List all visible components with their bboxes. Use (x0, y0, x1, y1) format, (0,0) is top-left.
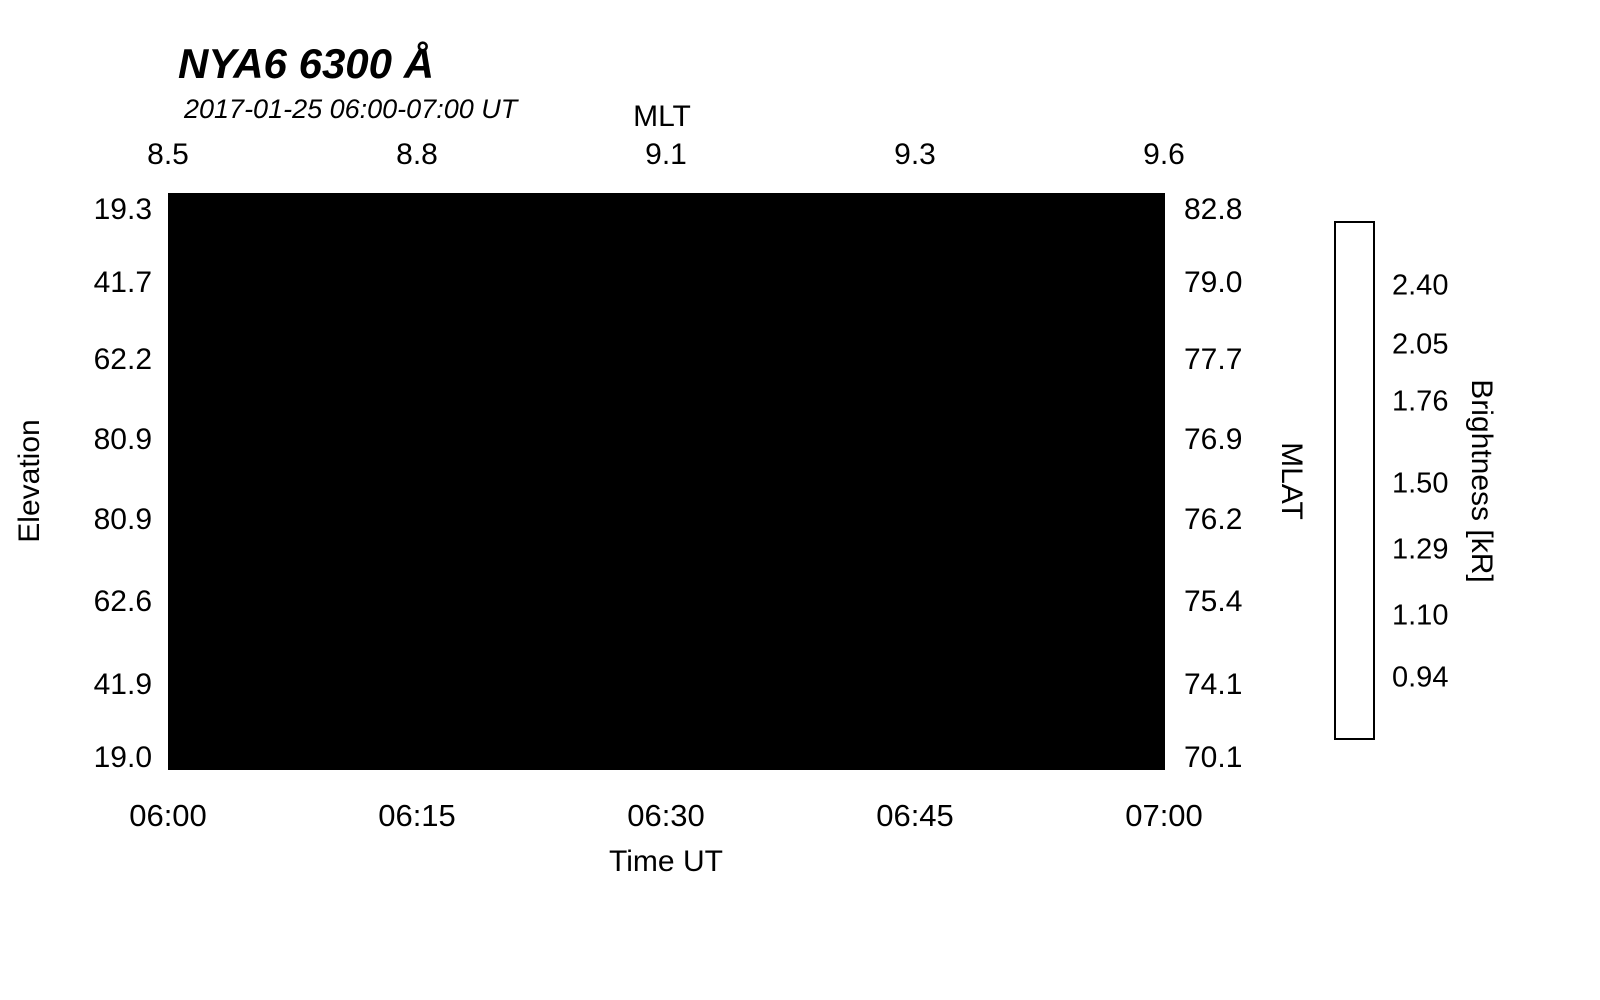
colorbar-tick-label: 1.50 (1392, 467, 1449, 500)
plot-title: NYA6 6300 Å (178, 40, 435, 87)
mlat-tick-label: 79.0 (1184, 266, 1243, 299)
mlat-tick-label: 77.7 (1184, 343, 1243, 376)
colorbar-tick-label: 0.94 (1392, 661, 1449, 694)
time-tick-label: 06:00 (129, 798, 207, 833)
elevation-tick-label: 62.2 (93, 343, 152, 376)
mlt-tick-label: 9.3 (894, 138, 936, 171)
elevation-tick-label: 19.0 (93, 741, 152, 774)
mlat-tick-label: 70.1 (1184, 741, 1243, 774)
colorbar-tick-label: 1.76 (1392, 385, 1449, 418)
mlt-tick-label: 9.6 (1143, 138, 1185, 171)
elevation-tick-label: 41.9 (93, 668, 152, 701)
time-tick-label: 06:30 (627, 798, 705, 833)
mlat-tick-label: 74.1 (1184, 668, 1243, 701)
elevation-tick-label: 19.3 (93, 193, 152, 226)
bottom-axis-label: Time UT (609, 845, 723, 878)
elevation-tick-label: 80.9 (93, 423, 152, 456)
time-tick-label: 06:15 (378, 798, 456, 833)
top-axis-label: MLT (633, 100, 691, 133)
elevation-tick-label: 80.9 (93, 503, 152, 536)
colorbar-canvas (1334, 221, 1375, 740)
colorbar-tick-label: 1.10 (1392, 599, 1449, 632)
colorbar-tick-label: 1.29 (1392, 533, 1449, 566)
mlat-tick-label: 76.9 (1184, 423, 1243, 456)
keogram-heatmap-canvas (171, 196, 1162, 767)
right-axis-label: MLAT (1275, 442, 1308, 520)
time-tick-label: 07:00 (1125, 798, 1203, 833)
elevation-tick-label: 62.6 (93, 585, 152, 618)
elevation-tick-label: 41.7 (93, 266, 152, 299)
mlt-tick-label: 8.5 (147, 138, 189, 171)
colorbar-label: Brightness [kR] (1465, 379, 1498, 583)
plot-subtitle: 2017-01-25 06:00-07:00 UT (184, 94, 518, 124)
left-axis-label: Elevation (13, 419, 46, 543)
mlat-tick-label: 76.2 (1184, 503, 1243, 536)
colorbar-tick-label: 2.05 (1392, 328, 1449, 361)
time-tick-label: 06:45 (876, 798, 954, 833)
mlt-tick-label: 9.1 (645, 138, 687, 171)
mlt-tick-label: 8.8 (396, 138, 438, 171)
colorbar-tick-label: 2.40 (1392, 269, 1449, 302)
mlat-tick-label: 75.4 (1184, 585, 1243, 618)
mlat-tick-label: 82.8 (1184, 193, 1243, 226)
plot-area (168, 193, 1165, 770)
